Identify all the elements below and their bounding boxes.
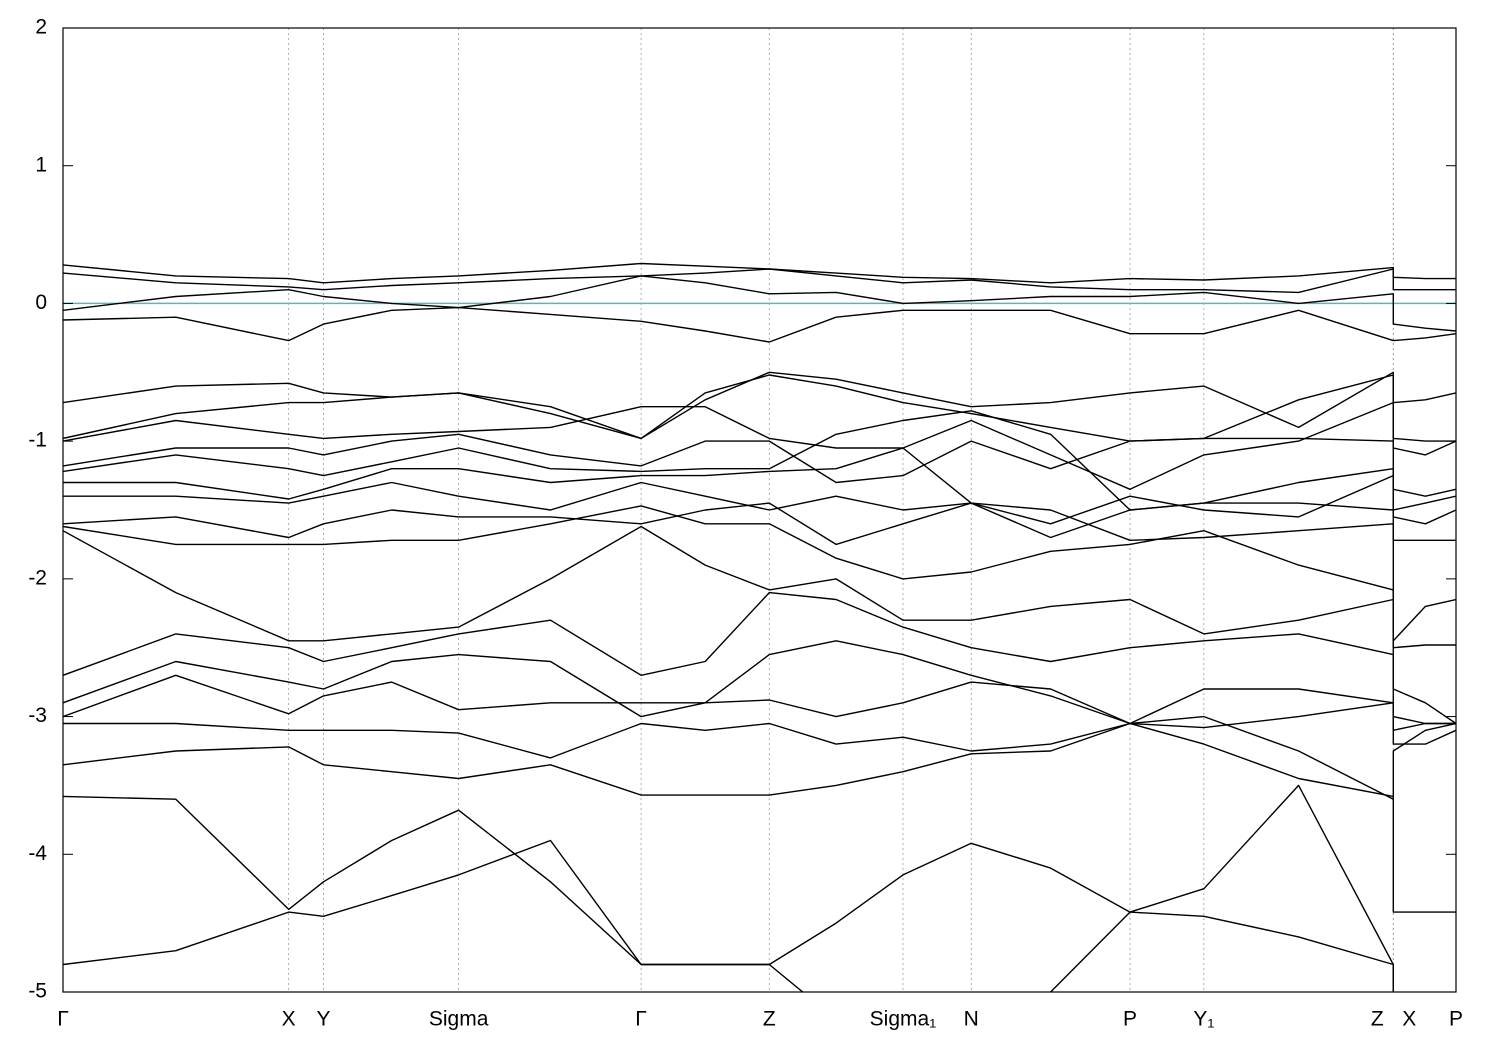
y-tick-label: -2	[28, 566, 47, 589]
x-tick-label: Z	[1371, 1008, 1384, 1031]
band-line	[63, 410, 1456, 511]
x-tick-label: Z	[763, 1008, 776, 1031]
y-tick-label: 0	[35, 291, 47, 314]
x-tick-label: Sigma₁	[870, 1008, 937, 1031]
band-line	[63, 306, 1456, 343]
frame	[62, 27, 1457, 993]
band-line	[63, 674, 1456, 745]
band-line	[63, 371, 1456, 440]
band-line	[63, 839, 1394, 992]
band-line	[63, 640, 1456, 731]
y-tick-label: 2	[35, 16, 47, 39]
x-tick-label: Γ	[57, 1008, 69, 1031]
band-line	[63, 433, 1456, 497]
y-tick-label: -4	[28, 842, 47, 865]
band-line	[63, 262, 1456, 284]
y-tick-label: -1	[28, 429, 47, 452]
band-line	[63, 505, 1456, 649]
x-tick-label: X	[282, 1008, 296, 1031]
band-line	[63, 784, 1394, 992]
band-line	[63, 502, 1456, 642]
band-line	[63, 722, 1456, 913]
plot-area	[63, 28, 1456, 992]
x-tick-label: P	[1123, 1008, 1137, 1031]
band-line	[63, 447, 1456, 525]
x-tick-label: Sigma	[429, 1008, 489, 1031]
y-tick-label: -3	[28, 704, 47, 727]
band-line	[63, 591, 1456, 725]
y-tick-label: -5	[28, 980, 47, 1003]
band-line	[63, 374, 1456, 442]
x-tick-label: Y₁	[1193, 1008, 1214, 1031]
x-tick-label: P	[1449, 1008, 1463, 1031]
band-line	[63, 275, 1456, 332]
x-tick-label: X	[1402, 1008, 1416, 1031]
band-line	[63, 525, 1456, 725]
x-tick-label: Y	[316, 1008, 330, 1031]
x-tick-label: N	[964, 1008, 979, 1031]
x-tick-label: Γ	[635, 1008, 647, 1031]
band-line	[63, 268, 1456, 294]
band-line	[63, 401, 1456, 490]
band-line	[63, 481, 1456, 541]
y-tick-label: 1	[35, 153, 47, 176]
band-line	[63, 715, 1456, 800]
